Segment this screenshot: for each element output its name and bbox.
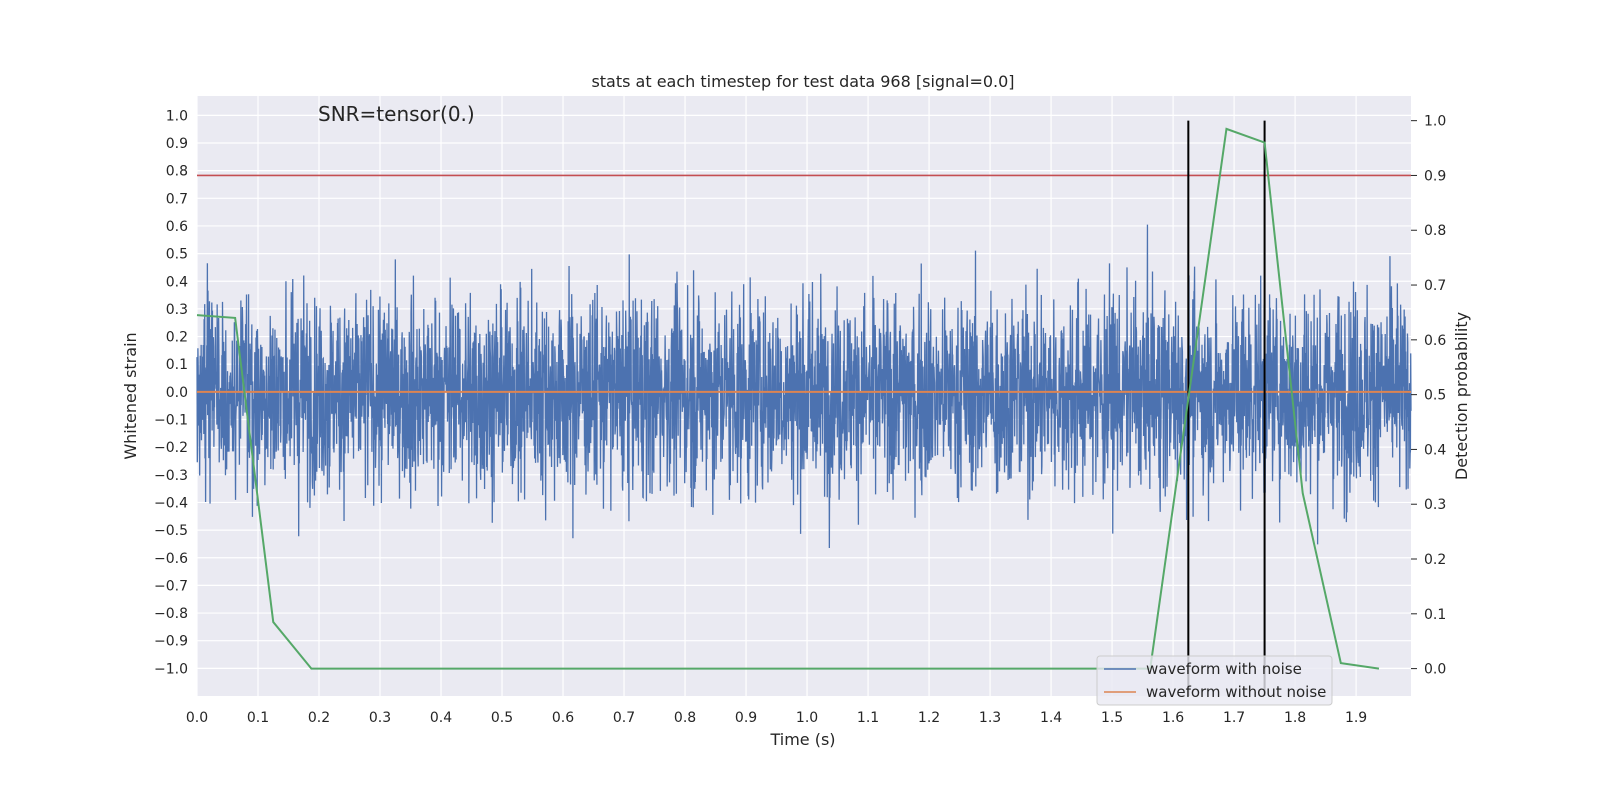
y2-axis-ticks: 1.0 0.9 0.8 0.7 0.6 0.5 0.4 0.3 0.2 0.1 0.0: [1411, 114, 1446, 678]
x-tick-label: 0.1: [247, 710, 269, 726]
y2-tick-label: 0.8: [1424, 223, 1446, 239]
y-tick-label: −0.1: [154, 413, 188, 429]
y2-tick-label: 0.1: [1424, 607, 1446, 623]
series-waveform-with-noise: [196, 224, 1412, 549]
y-tick-label: 0.4: [166, 274, 188, 290]
vertical-markers: [1187, 120, 1266, 696]
x-axis-ticks: 0.0 0.1 0.2 0.3 0.4 0.5 0.6 0.7 0.8 0.9 1.0 1.1 1.2 1…: [186, 710, 1367, 726]
x-tick-label: 0.0: [186, 710, 208, 726]
series-detection-probability: [196, 127, 1380, 670]
y-tick-label: −0.5: [154, 523, 188, 539]
x-tick-label: 1.3: [979, 710, 1001, 726]
x-tick-label: 0.8: [674, 710, 696, 726]
legend-entry-noisy: waveform with noise: [1146, 660, 1302, 678]
y2-tick-label: 0.5: [1424, 388, 1446, 404]
x-tick-label: 0.6: [552, 710, 574, 726]
x-tick-label: 1.7: [1223, 710, 1245, 726]
x-tick-label: 0.2: [308, 710, 330, 726]
legend: waveform with noise waveform without noi…: [1096, 655, 1333, 706]
y2-tick-label: 0.4: [1424, 442, 1446, 458]
y2-tick-label: 0.7: [1424, 278, 1446, 294]
x-tick-label: 1.5: [1101, 710, 1123, 726]
y-tick-label: −0.4: [154, 495, 188, 511]
x-tick-label: 1.6: [1162, 710, 1184, 726]
x-tick-label: 1.1: [857, 710, 879, 726]
x-tick-label: 0.7: [613, 710, 635, 726]
y2-tick-label: 0.0: [1424, 662, 1446, 678]
x-tick-label: 0.3: [369, 710, 391, 726]
x-tick-label: 0.4: [430, 710, 452, 726]
y-tick-label: 0.5: [166, 247, 188, 263]
y2-tick-label: 1.0: [1424, 114, 1446, 130]
snr-annotation: SNR=tensor(0.): [318, 102, 475, 126]
y2-tick-label: 0.6: [1424, 333, 1446, 349]
y-tick-label: 0.7: [166, 191, 188, 207]
x-tick-label: 1.0: [796, 710, 818, 726]
x-tick-label: 1.2: [918, 710, 940, 726]
y2-tick-label: 0.3: [1424, 497, 1446, 513]
y-tick-label: 0.3: [166, 302, 188, 318]
y2-axis-label: Detection probability: [1452, 312, 1471, 480]
y-tick-label: 0.8: [166, 164, 188, 180]
y-axis-ticks: 1.0 0.9 0.8 0.7 0.6 0.5 0.4 0.3 0.2 0.1 0.0 −0.1 −0.…: [154, 108, 188, 677]
y-tick-label: −0.2: [154, 440, 188, 456]
y-tick-label: −0.3: [154, 468, 188, 484]
x-tick-label: 0.5: [491, 710, 513, 726]
y2-tick-label: 0.2: [1424, 552, 1446, 568]
y-tick-label: 0.6: [166, 219, 188, 235]
y-axis-label: Whitened strain: [121, 332, 140, 459]
x-tick-label: 1.8: [1284, 710, 1306, 726]
legend-box: [1096, 655, 1333, 706]
y-tick-label: −0.8: [154, 606, 188, 622]
y-tick-label: 0.0: [166, 385, 188, 401]
probability-path: [196, 127, 1380, 670]
y-tick-label: 1.0: [166, 108, 188, 124]
y-tick-label: 0.1: [166, 357, 188, 373]
noisy-waveform-path: [196, 224, 1412, 549]
chart-title: stats at each timestep for test data 968…: [591, 72, 1014, 91]
x-axis-label: Time (s): [769, 730, 835, 749]
y-tick-label: −1.0: [154, 661, 188, 677]
legend-entry-clean: waveform without noise: [1146, 683, 1326, 701]
y-tick-label: −0.9: [154, 634, 188, 650]
y-tick-label: −0.6: [154, 551, 188, 567]
x-tick-label: 1.4: [1040, 710, 1062, 726]
x-tick-label: 1.9: [1345, 710, 1367, 726]
y-tick-label: 0.2: [166, 330, 188, 346]
y-tick-label: −0.7: [154, 578, 188, 594]
x-tick-label: 0.9: [735, 710, 757, 726]
y-tick-label: 0.9: [166, 136, 188, 152]
y2-tick-label: 0.9: [1424, 168, 1446, 184]
